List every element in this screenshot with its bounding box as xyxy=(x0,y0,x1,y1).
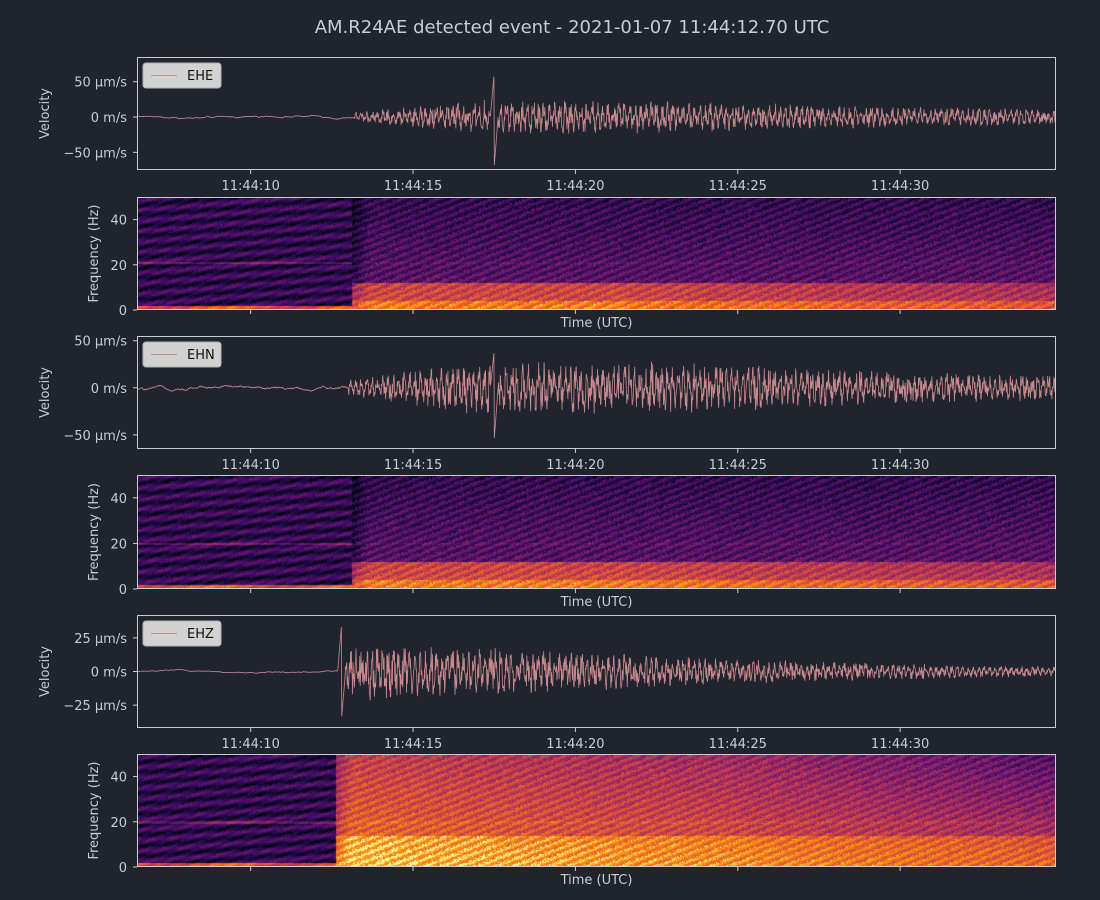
x-tick-label: 11:44:10 xyxy=(221,737,279,752)
x-axis-label: Time (UTC) xyxy=(560,873,633,888)
y-tick-label: 0 m/s xyxy=(91,111,127,126)
x-tick-label: 11:44:20 xyxy=(546,179,604,194)
waveform-panel-ehz: 25 µm/s 0 m/s −25 µm/s Velocity 11:44:10 11:4… xyxy=(38,615,1056,752)
figure-title: AM.R24AE detected event - 2021-01-07 11:… xyxy=(315,17,830,38)
x-tick-label: 11:44:20 xyxy=(546,458,604,473)
y-axis-label: Velocity xyxy=(38,88,53,139)
y-axis-label: Frequency (Hz) xyxy=(87,483,102,581)
axes-frame xyxy=(137,754,1056,867)
legend-box xyxy=(142,620,222,647)
legend-box xyxy=(142,341,222,368)
x-tick-label: 11:44:10 xyxy=(221,179,279,194)
waveform-trace-ehe xyxy=(137,76,1056,166)
legend: EHE xyxy=(142,62,222,89)
waveform-panel-ehn: 50 µm/s 0 m/s −50 µm/s Velocity 11:44:10 11:4… xyxy=(38,335,1056,473)
y-axis-label: Frequency (Hz) xyxy=(87,761,102,859)
y-tick-label: 0 m/s xyxy=(91,382,127,397)
y-tick-label: −50 µm/s xyxy=(63,429,127,444)
spectrogram-image-ehn xyxy=(137,475,1056,589)
y-tick-label: 0 xyxy=(119,304,127,319)
axes-frame xyxy=(137,475,1056,589)
x-axis-label: Time (UTC) xyxy=(560,316,633,331)
y-tick-label: 40 xyxy=(110,492,127,507)
spectrogram-panel-ehn: 40 20 0 Frequency (Hz) Time (UTC) xyxy=(87,475,1056,610)
panels: 50 µm/s 0 m/s −50 µm/s Velocity 11:44:10 11:4… xyxy=(38,57,1056,888)
y-tick-label: −25 µm/s xyxy=(63,699,127,714)
x-tick-label: 11:44:15 xyxy=(384,458,442,473)
y-tick-label: 25 µm/s xyxy=(74,632,127,647)
x-tick-label: 11:44:15 xyxy=(384,737,442,752)
waveform-trace-ehz xyxy=(137,627,1056,717)
legend-label: EHZ xyxy=(187,627,214,642)
axes-frame xyxy=(137,197,1056,310)
y-axis-label: Velocity xyxy=(38,367,53,418)
spectrogram-image-ehz xyxy=(137,754,1056,867)
x-tick-label: 11:44:25 xyxy=(709,179,767,194)
y-tick-label: 40 xyxy=(110,214,127,229)
legend-box xyxy=(142,62,222,89)
spectrogram-panel-ehz: 40 20 0 Frequency (Hz) Time (UTC) xyxy=(87,754,1056,888)
spectrogram-panel-ehe: 40 20 0 Frequency (Hz) Time (UTC) xyxy=(87,197,1056,331)
axes-frame xyxy=(137,57,1056,170)
x-tick-label: 11:44:15 xyxy=(384,179,442,194)
legend-label: EHN xyxy=(187,348,215,363)
y-tick-label: 20 xyxy=(110,259,127,274)
legend-label: EHE xyxy=(187,69,213,84)
x-tick-label: 11:44:20 xyxy=(546,737,604,752)
spectrogram-image-ehe xyxy=(137,197,1056,310)
y-tick-label: 0 m/s xyxy=(91,666,127,681)
y-tick-label: 0 xyxy=(119,861,127,876)
x-tick-label: 11:44:30 xyxy=(871,458,929,473)
y-tick-label: 0 xyxy=(119,583,127,598)
axes-frame xyxy=(137,336,1056,449)
legend: EHZ xyxy=(142,620,222,647)
x-tick-label: 11:44:10 xyxy=(221,458,279,473)
y-tick-label: 40 xyxy=(110,771,127,786)
x-tick-label: 11:44:25 xyxy=(709,458,767,473)
waveform-panel-ehe: 50 µm/s 0 m/s −50 µm/s Velocity 11:44:10 11:4… xyxy=(38,57,1056,194)
y-tick-label: 50 µm/s xyxy=(74,76,127,91)
waveform-trace-ehn xyxy=(137,353,1056,439)
y-tick-label: 20 xyxy=(110,816,127,831)
x-tick-label: 11:44:25 xyxy=(709,737,767,752)
x-axis-label: Time (UTC) xyxy=(560,595,633,610)
y-tick-label: 50 µm/s xyxy=(74,335,127,350)
y-axis-label: Velocity xyxy=(38,646,53,697)
y-axis-label: Frequency (Hz) xyxy=(87,204,102,302)
x-tick-label: 11:44:30 xyxy=(871,737,929,752)
legend: EHN xyxy=(142,341,222,368)
y-tick-label: −50 µm/s xyxy=(63,146,127,161)
axes-frame xyxy=(137,615,1056,728)
y-tick-label: 20 xyxy=(110,537,127,552)
x-tick-label: 11:44:30 xyxy=(871,179,929,194)
